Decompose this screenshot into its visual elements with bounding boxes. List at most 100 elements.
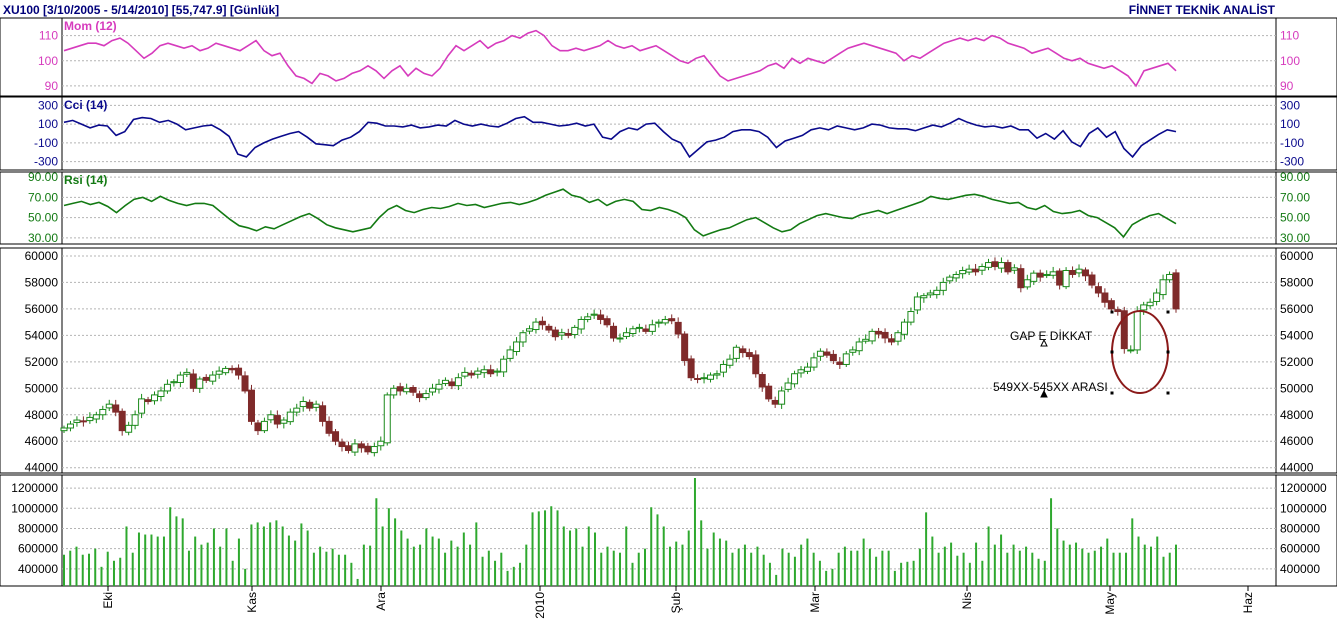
selection-handle xyxy=(1166,350,1170,354)
candle-body xyxy=(713,373,721,376)
candle-body xyxy=(771,399,779,405)
candle-body xyxy=(739,348,747,354)
indicator-title: Cci (14) xyxy=(64,98,107,112)
y-tick-label-left: 100 xyxy=(38,54,58,68)
candle-body xyxy=(726,358,734,366)
candle-body xyxy=(118,410,126,432)
y-tick-label-right: 600000 xyxy=(1280,542,1320,556)
candle-body xyxy=(480,369,488,374)
candle-body xyxy=(642,328,650,332)
candle-body xyxy=(836,361,844,365)
candle-body xyxy=(344,445,352,451)
candle-body xyxy=(687,358,695,379)
annotation-range-label: 549XX-545XX ARASI xyxy=(993,380,1108,394)
y-tick-label-right: 90.00 xyxy=(1280,170,1310,184)
y-tick-label-right: 1200000 xyxy=(1280,481,1327,495)
candle-body xyxy=(894,332,902,342)
candle-body xyxy=(920,295,928,299)
candle-body xyxy=(745,352,753,358)
y-tick-label-left: -100 xyxy=(34,136,58,150)
candle-body xyxy=(79,420,87,423)
candle-body xyxy=(1030,272,1038,282)
y-tick-label-left: 400000 xyxy=(18,562,58,576)
x-tick-label: Eki xyxy=(101,592,115,609)
x-tick-label: Kas xyxy=(245,592,259,613)
candle-body xyxy=(377,440,385,447)
candle-body xyxy=(707,374,715,380)
candle-body xyxy=(196,378,204,389)
candle-body xyxy=(260,420,268,432)
candle-body xyxy=(732,346,740,359)
candle-body xyxy=(1081,269,1089,277)
candle-body xyxy=(176,374,184,383)
candle-body xyxy=(299,401,307,408)
candle-body xyxy=(454,377,462,387)
candle-body xyxy=(674,321,682,335)
y-tick-label-right: 46000 xyxy=(1280,434,1314,448)
candle-body xyxy=(435,383,443,390)
y-tick-label-left: 70.00 xyxy=(28,190,58,204)
candle-body xyxy=(791,373,799,385)
candle-body xyxy=(1127,349,1135,352)
y-tick-label-right: 44000 xyxy=(1280,461,1314,475)
candle-body xyxy=(1133,311,1141,351)
candle-body xyxy=(597,314,605,320)
selection-handle xyxy=(1110,391,1114,395)
candle-body xyxy=(584,316,592,320)
candle-body xyxy=(868,330,876,342)
candle-body xyxy=(1043,273,1051,277)
y-tick-label-left: 110 xyxy=(39,29,58,43)
candle-body xyxy=(1172,272,1180,310)
candle-body xyxy=(1062,270,1070,288)
candle-body xyxy=(138,398,146,414)
candle-body xyxy=(913,296,921,311)
series-line-2 xyxy=(63,188,1177,239)
candle-body xyxy=(351,443,359,453)
candle-body xyxy=(325,420,333,434)
candle-body xyxy=(332,431,340,442)
candle-body xyxy=(1101,292,1109,303)
y-tick-label-right: 58000 xyxy=(1280,275,1314,289)
candle-body xyxy=(610,325,618,339)
y-tick-label-left: 46000 xyxy=(25,434,59,448)
candle-body xyxy=(784,382,792,390)
candle-body xyxy=(668,318,676,322)
y-tick-label-right: 60000 xyxy=(1280,249,1314,263)
candle-body xyxy=(1056,270,1064,286)
candle-body xyxy=(862,338,870,342)
candle-body xyxy=(390,387,398,396)
candle-body xyxy=(151,394,159,402)
candle-body xyxy=(829,353,837,362)
candle-body xyxy=(1146,301,1154,307)
candle-body xyxy=(241,375,249,392)
candle-body xyxy=(92,414,100,420)
y-tick-label-left: 1200000 xyxy=(11,481,58,495)
candle-body xyxy=(513,341,521,352)
candle-body xyxy=(189,373,197,389)
candle-body xyxy=(202,376,210,381)
candle-body xyxy=(946,276,954,282)
candle-body xyxy=(907,311,915,323)
candle-body xyxy=(364,445,372,453)
candle-body xyxy=(461,371,469,377)
candle-body xyxy=(403,387,411,393)
x-tick-label: Ara xyxy=(374,592,388,611)
candle-body xyxy=(875,330,883,335)
candle-body xyxy=(157,390,165,397)
annotation-gap-label: GAP E DİKKAT xyxy=(1010,329,1093,343)
candle-body xyxy=(209,374,217,382)
y-tick-label-right: 50.00 xyxy=(1280,211,1310,225)
y-tick-label-left: 54000 xyxy=(25,328,59,342)
candle-body xyxy=(409,387,417,393)
candle-body xyxy=(655,321,663,324)
candle-body xyxy=(661,318,669,324)
selection-handle xyxy=(1166,310,1170,314)
candle-body xyxy=(86,416,94,422)
annotation-range-marker xyxy=(1040,389,1048,398)
candle-body xyxy=(752,354,760,375)
chart-header-title: XU100 [3/10/2005 - 5/14/2010] [55,747.9]… xyxy=(3,3,280,17)
candle-body xyxy=(959,270,967,275)
candle-body xyxy=(1023,279,1031,288)
candle-body xyxy=(933,289,941,296)
